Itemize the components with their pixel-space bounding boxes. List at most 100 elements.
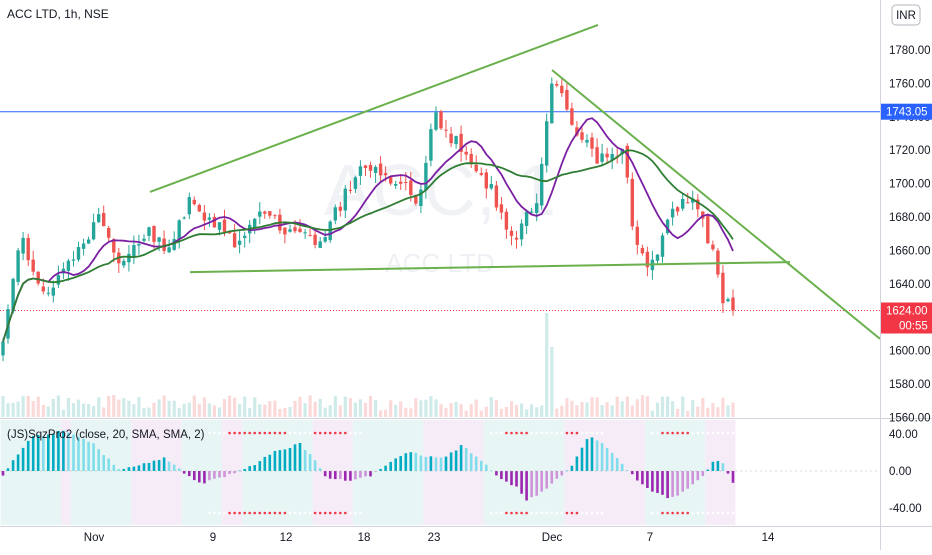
- volume-bar: [11, 402, 15, 417]
- squeeze-dot-bottom: [681, 511, 684, 515]
- candle-body: [167, 247, 171, 253]
- volume-bar: [595, 397, 599, 417]
- indicator-histogram: [0, 430, 880, 501]
- currency-badge[interactable]: INR: [891, 4, 921, 26]
- histogram-bar: [273, 451, 277, 471]
- squeeze-dot-bottom: [545, 511, 548, 515]
- volume-bar: [313, 401, 317, 417]
- histogram-bar: [419, 455, 423, 471]
- histogram-bar: [177, 468, 181, 471]
- squeeze-dot-top: [555, 431, 559, 435]
- squeeze-dot-top: [585, 431, 589, 435]
- indicator-tick-label: -40.00: [889, 503, 922, 515]
- volume-bar: [721, 397, 725, 417]
- volume-bar: [489, 397, 493, 417]
- candle-body: [630, 178, 634, 227]
- histogram-bar: [248, 466, 251, 471]
- candle-body: [625, 145, 629, 178]
- squeeze-dot-top: [308, 431, 312, 435]
- candle-body: [112, 239, 116, 253]
- indicator-axis[interactable]: 40.00 0.00 -40.00: [889, 429, 922, 515]
- trendline-falling-resistance[interactable]: [551, 69, 881, 340]
- price-axis[interactable]: 1780.001760.001740.001720.001700.001680.…: [889, 45, 931, 424]
- candle-body: [16, 250, 20, 282]
- histogram-bar: [359, 471, 362, 478]
- sma-slow-line: [2, 149, 734, 342]
- volume-bar: [243, 396, 247, 417]
- symbol-label[interactable]: ACC LTD, 1h, NSE: [7, 7, 109, 21]
- squeeze-dot-bottom: [303, 511, 307, 515]
- symbol-legend[interactable]: ACC LTD, 1h, NSE: [7, 7, 109, 21]
- volume-bar: [444, 408, 448, 417]
- candle-body: [142, 238, 146, 241]
- histogram-bar: [349, 471, 352, 481]
- squeeze-dot-top: [575, 431, 579, 435]
- volume-bar: [222, 399, 227, 417]
- histogram-bar: [344, 471, 347, 481]
- candle-body: [711, 244, 715, 250]
- squeeze-dot-top: [600, 431, 604, 435]
- histogram-bar: [666, 471, 669, 499]
- histogram-bar: [399, 456, 402, 471]
- trend-layer[interactable]: [149, 23, 881, 340]
- squeeze-dot-top: [721, 431, 725, 435]
- volume-bar: [238, 403, 242, 417]
- price-tags: 1743.05 1624.00 00:55: [881, 103, 932, 334]
- histogram-bar: [318, 468, 322, 471]
- squeeze-dot-top: [560, 431, 564, 435]
- volume-bar: [494, 400, 498, 417]
- squeeze-dot-top: [671, 431, 674, 435]
- squeeze-dot-top: [681, 431, 684, 435]
- volume-bar: [197, 403, 201, 417]
- volume-bar: [152, 402, 156, 417]
- candle-body: [696, 199, 700, 210]
- histogram-bar: [449, 452, 453, 471]
- histogram-bar: [671, 471, 674, 497]
- histogram-bar: [354, 471, 357, 480]
- candle-body: [479, 173, 483, 175]
- indicator-tick-label: 40.00: [889, 429, 918, 441]
- squeeze-dot-bottom: [696, 511, 700, 515]
- candle-body: [484, 172, 488, 189]
- candle-body: [595, 147, 599, 164]
- price-tick-label: 1660.00: [889, 245, 931, 257]
- candle-body: [706, 216, 710, 244]
- histogram-bar: [550, 471, 554, 484]
- histogram-bar: [520, 471, 523, 494]
- squeeze-dot-bottom: [263, 511, 267, 515]
- candle-body: [489, 184, 493, 189]
- candle-body: [509, 230, 514, 236]
- squeeze-dot-top: [510, 431, 513, 435]
- squeeze-dot-top: [666, 431, 669, 435]
- volume-bar: [76, 399, 81, 417]
- volume-bar: [379, 410, 383, 417]
- squeeze-dot-top: [686, 431, 689, 435]
- candle-body: [107, 228, 111, 238]
- price-tick-label: 1680.00: [889, 212, 931, 224]
- squeeze-dot-top: [505, 431, 508, 435]
- histogram-bar: [409, 452, 413, 471]
- histogram-bar: [107, 458, 110, 471]
- indicator-title[interactable]: (JS)SqzPro2 (close, 20, SMA, SMA, 2): [7, 429, 205, 441]
- volume-bar: [358, 399, 362, 417]
- squeeze-dot-top: [525, 431, 528, 435]
- last-price-tag-box: [881, 302, 932, 334]
- histogram-bar: [641, 471, 644, 485]
- histogram-bar: [540, 471, 543, 492]
- volume-bar: [666, 396, 670, 417]
- candle-body: [353, 177, 358, 189]
- histogram-bar: [676, 471, 679, 496]
- time-axis[interactable]: Nov 9 12 18 23 Dec 7 14: [84, 532, 775, 544]
- candle-body: [338, 206, 342, 211]
- squeeze-dot-top: [303, 431, 307, 435]
- squeeze-dot-bottom: [344, 511, 347, 515]
- squeeze-dot-top: [530, 431, 533, 435]
- histogram-bar: [253, 465, 256, 471]
- squeeze-dot-bottom: [223, 511, 226, 515]
- trendline-support[interactable]: [189, 261, 791, 274]
- volume-bar: [308, 395, 312, 417]
- trendline-rising-resistance[interactable]: [149, 23, 599, 193]
- candle-body: [394, 184, 398, 186]
- candle-body: [97, 214, 101, 223]
- squeeze-dot-bottom: [505, 511, 508, 515]
